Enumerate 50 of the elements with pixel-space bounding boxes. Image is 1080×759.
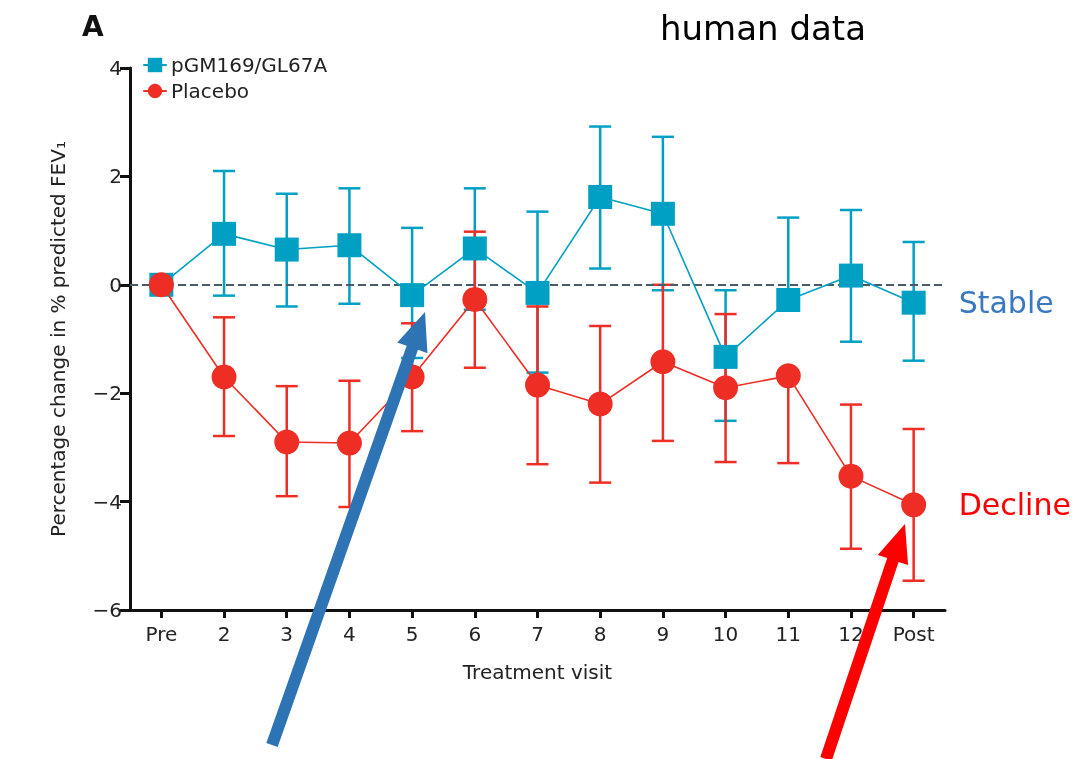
y-tick-label: −6 (92, 598, 122, 622)
x-tick-label: 11 (775, 622, 801, 646)
x-tick-label: 3 (280, 622, 294, 646)
point (462, 236, 487, 261)
x-tick-label: 8 (593, 622, 607, 646)
annotation: Stable (958, 285, 1054, 321)
point (337, 233, 362, 258)
point (588, 185, 613, 209)
x-tick-label: 5 (405, 622, 419, 646)
point (901, 290, 926, 315)
point (400, 283, 425, 308)
point (775, 363, 801, 389)
point (336, 430, 362, 456)
point (274, 237, 299, 262)
point (713, 375, 739, 401)
point (650, 349, 676, 375)
x-tick-label: 4 (343, 622, 356, 646)
x-tick-label: 7 (531, 622, 544, 646)
y-tick-label: 0 (109, 272, 122, 297)
y-tick-label: 2 (109, 164, 122, 189)
point (713, 344, 738, 369)
point (776, 287, 801, 312)
y-tick-label: −4 (92, 489, 122, 514)
x-tick-label: 2 (217, 622, 231, 646)
annotation: Decline (958, 487, 1071, 523)
y-tick-label: 4 (109, 56, 122, 80)
x-tick-label: Post (892, 622, 935, 646)
point (901, 492, 927, 518)
point (462, 286, 488, 312)
x-tick-label: 12 (838, 622, 864, 646)
y-tick-label: −2 (92, 381, 122, 406)
text: A (82, 9, 104, 43)
x-tick-label: 6 (468, 622, 482, 646)
point (212, 221, 237, 246)
x-axis-title: Treatment visit (461, 660, 613, 684)
point (838, 263, 863, 288)
point (525, 372, 550, 398)
chart-title: human data (660, 8, 866, 48)
point (587, 391, 613, 417)
legend-label: pGM169/GL67A (171, 53, 328, 77)
point (525, 280, 550, 305)
point (211, 364, 237, 390)
point (650, 201, 675, 226)
point (274, 429, 300, 455)
x-tick-label: 10 (712, 622, 739, 646)
x-tick-label: Pre (145, 622, 178, 646)
y-axis-title: Percentage change in % predicted FEV₁ (46, 141, 70, 537)
legend-label: Placebo (171, 79, 250, 103)
x-tick-label: 9 (656, 622, 670, 646)
point (838, 463, 864, 489)
